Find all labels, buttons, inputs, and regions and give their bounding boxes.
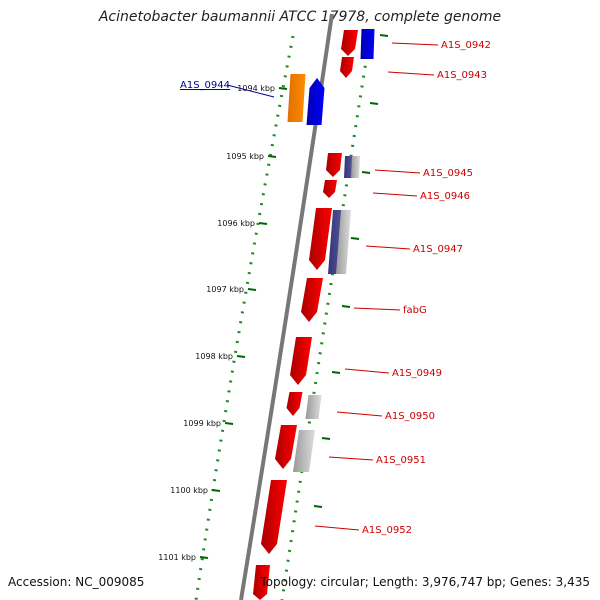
genome-title: Acinetobacter baumannii ATCC 17978, comp… (98, 9, 502, 25)
gene-label: A1S_0942 (441, 40, 491, 51)
gene-label-leader (387, 71, 435, 76)
gene-label-leader (314, 525, 360, 531)
kbp-tick-label: 1101 kbp (158, 553, 196, 562)
gene-label-leader (374, 169, 421, 174)
kbp-tick-label: 1099 kbp (183, 419, 221, 428)
gray-bar-a1s-0945 (351, 156, 360, 178)
gene-label-leader (365, 245, 411, 250)
topology-text: Topology: circular; Length: 3,976,747 bp… (260, 575, 590, 589)
gene-label-leader (328, 456, 374, 461)
kbp-tick (199, 556, 209, 559)
kbp-tick (211, 489, 221, 492)
outer-tick (331, 371, 341, 374)
inner-dotted-arc (194, 35, 295, 600)
kbp-tick-label: 1094 kbp (237, 84, 275, 93)
gene-label: A1S_0951 (376, 455, 426, 466)
gene-label-leader (344, 368, 390, 374)
cds-arrow-a1s-0946 (323, 180, 337, 198)
gene-label-leader (391, 42, 439, 46)
kbp-tick (224, 422, 234, 425)
outer-tick (313, 505, 323, 508)
gene-label-leader (336, 411, 383, 417)
outer-tick (361, 171, 371, 174)
gene-label: A1S_0943 (437, 70, 487, 81)
cds-arrow-a1s-0947 (309, 208, 332, 270)
cds-arrow-fabg (301, 278, 323, 322)
gene-label: A1S_0946 (420, 191, 470, 202)
cds-arrow-a1s-0950 (286, 392, 303, 416)
gene-label: A1S_0947 (413, 244, 463, 255)
highlight-bar-a1s-0944 (287, 74, 306, 122)
kbp-tick (267, 155, 277, 158)
cds-arrow-a1s-0943 (340, 57, 354, 78)
gene-label-leader (226, 84, 275, 98)
gene-label: A1S_0945 (423, 168, 473, 179)
cds-arrow-a1s-0952 (261, 480, 287, 554)
outer-tick (379, 34, 389, 37)
gene-label: A1S_0944 (180, 80, 230, 91)
gene-label: A1S_0950 (385, 411, 435, 422)
outer-tick (369, 102, 379, 105)
gray-bar-a1s-0950 (305, 395, 322, 419)
highlight-arrow-a1s-0944 (306, 78, 325, 125)
cds-arrow-a1s-0945 (326, 153, 342, 177)
gray-bar-a1s-0947 (336, 210, 351, 274)
cds-arrow-next (253, 565, 270, 600)
kbp-tick-label: 1097 kbp (206, 285, 244, 294)
kbp-tick (247, 288, 257, 291)
gene-label-leader (353, 307, 401, 311)
kbp-tick-label: 1095 kbp (226, 152, 264, 161)
outer-tick (350, 237, 360, 240)
gene-label: fabG (403, 305, 427, 316)
kbp-tick (258, 222, 268, 225)
kbp-tick-label: 1096 kbp (217, 219, 255, 228)
purple-bar-a1s-0945 (344, 156, 353, 178)
kbp-tick-label: 1098 kbp (195, 352, 233, 361)
cds-arrow-a1s-0942 (341, 30, 358, 56)
kbp-tick-label: 1100 kbp (170, 486, 208, 495)
gene-label-leader (372, 192, 418, 197)
gene-label: A1S_0952 (362, 525, 412, 536)
kbp-tick (236, 355, 246, 358)
gray-bar-a1s-0951 (293, 430, 315, 472)
accession-text: Accession: NC_009085 (8, 575, 145, 589)
cds-arrow-a1s-0951 (275, 425, 297, 469)
outer-dotted-arc (280, 35, 372, 600)
outer-tick (321, 437, 331, 440)
outer-tick (341, 305, 351, 308)
cds-arrow-a1s-0949 (290, 337, 312, 385)
kbp-tick (278, 87, 288, 90)
gene-label: A1S_0949 (392, 368, 442, 379)
blue-bar-a1s-0942 (360, 29, 375, 59)
